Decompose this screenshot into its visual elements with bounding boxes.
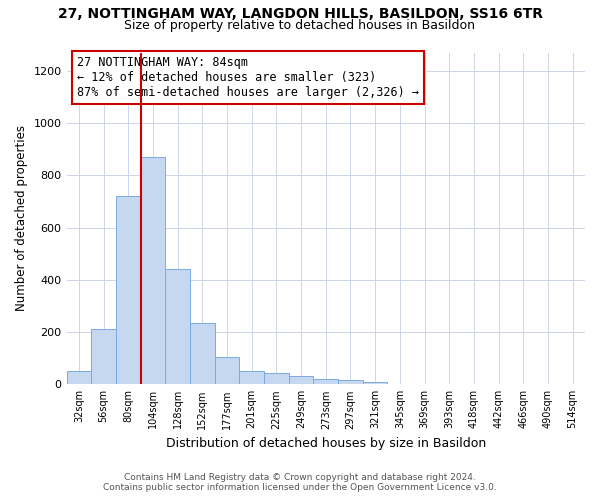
Bar <box>140 157 165 384</box>
Bar <box>264 372 289 384</box>
Bar <box>338 380 363 384</box>
Bar <box>289 376 313 384</box>
Bar <box>67 371 91 384</box>
Bar <box>215 357 239 384</box>
Bar <box>91 330 116 384</box>
Text: 27 NOTTINGHAM WAY: 84sqm
← 12% of detached houses are smaller (323)
87% of semi-: 27 NOTTINGHAM WAY: 84sqm ← 12% of detach… <box>77 56 419 99</box>
Bar <box>116 196 140 384</box>
Text: Contains HM Land Registry data © Crown copyright and database right 2024.
Contai: Contains HM Land Registry data © Crown c… <box>103 473 497 492</box>
Bar <box>363 382 388 384</box>
Text: 27, NOTTINGHAM WAY, LANGDON HILLS, BASILDON, SS16 6TR: 27, NOTTINGHAM WAY, LANGDON HILLS, BASIL… <box>58 8 542 22</box>
Y-axis label: Number of detached properties: Number of detached properties <box>15 126 28 312</box>
Bar <box>165 270 190 384</box>
Bar <box>190 323 215 384</box>
Text: Size of property relative to detached houses in Basildon: Size of property relative to detached ho… <box>125 18 476 32</box>
X-axis label: Distribution of detached houses by size in Basildon: Distribution of detached houses by size … <box>166 437 486 450</box>
Bar <box>313 379 338 384</box>
Bar <box>239 371 264 384</box>
